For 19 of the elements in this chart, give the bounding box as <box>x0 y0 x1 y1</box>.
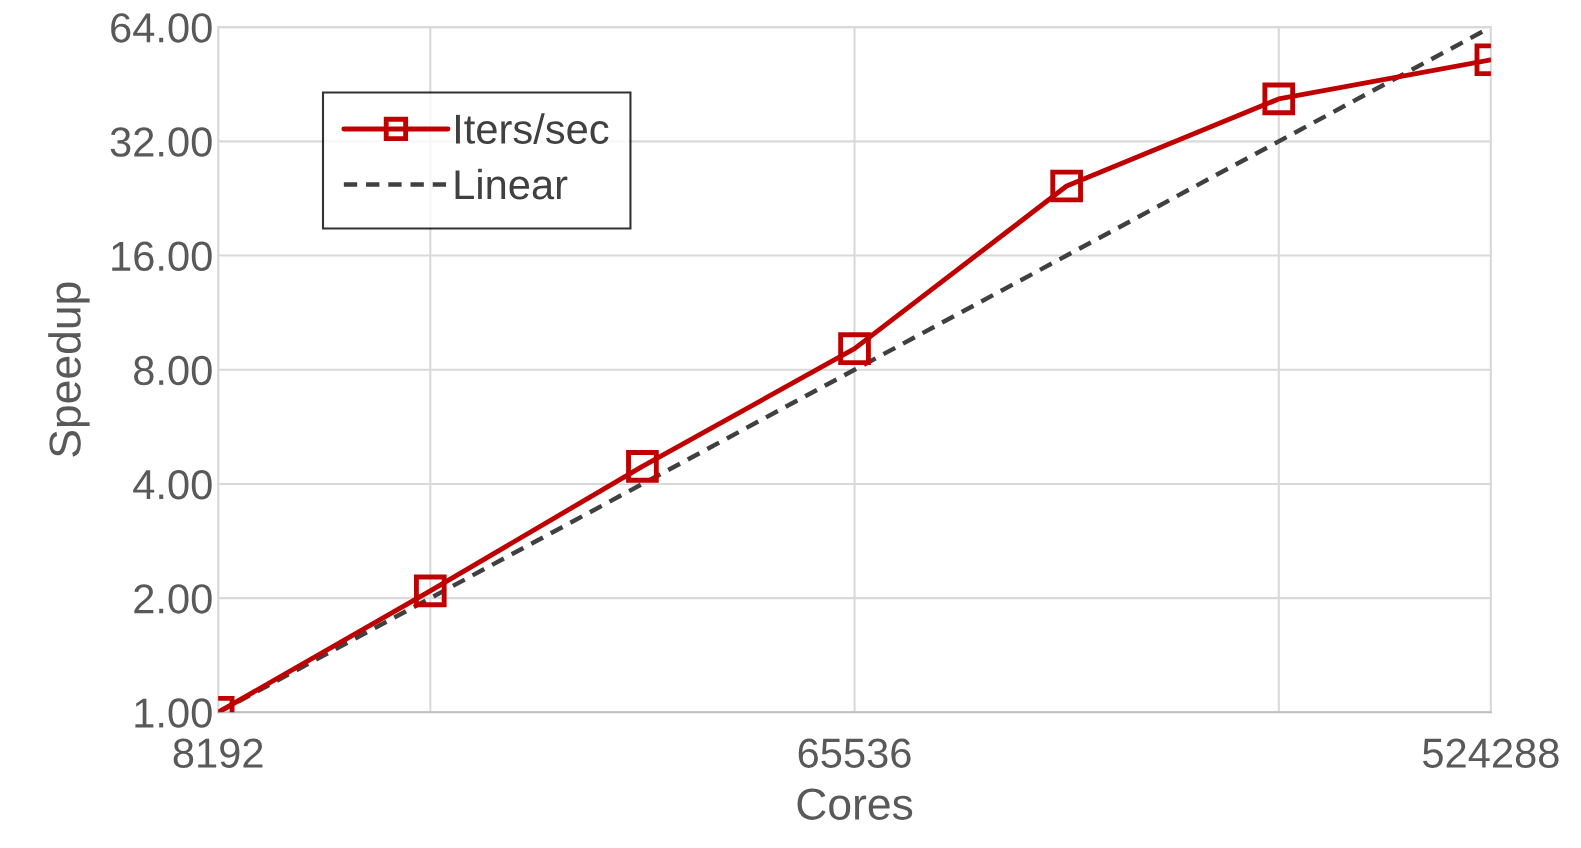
x-axis-title: Cores <box>797 788 913 820</box>
y-tick-label: 64.00 <box>111 13 212 43</box>
x-tick-label: 65536 <box>798 738 911 768</box>
legend-label: Linear <box>455 168 568 200</box>
x-tick-label: 8192 <box>173 738 263 768</box>
y-tick-label: 4.00 <box>133 469 212 500</box>
point <box>1262 82 1296 116</box>
legend-label: Iters/sec <box>456 113 609 144</box>
point <box>413 574 447 608</box>
point <box>626 450 659 483</box>
y-tick-label: 8.00 <box>134 355 212 386</box>
y-tick-label: 32.00 <box>110 127 212 157</box>
y-tick-label: 2.00 <box>134 584 212 614</box>
y-tick-label: 1.00 <box>135 698 212 728</box>
point <box>1050 169 1083 203</box>
x-tick-label: 524288 <box>1423 738 1559 768</box>
y-tick-label: 16.00 <box>112 241 212 272</box>
point <box>838 332 871 365</box>
y-axis-title: Speedup <box>48 282 90 457</box>
